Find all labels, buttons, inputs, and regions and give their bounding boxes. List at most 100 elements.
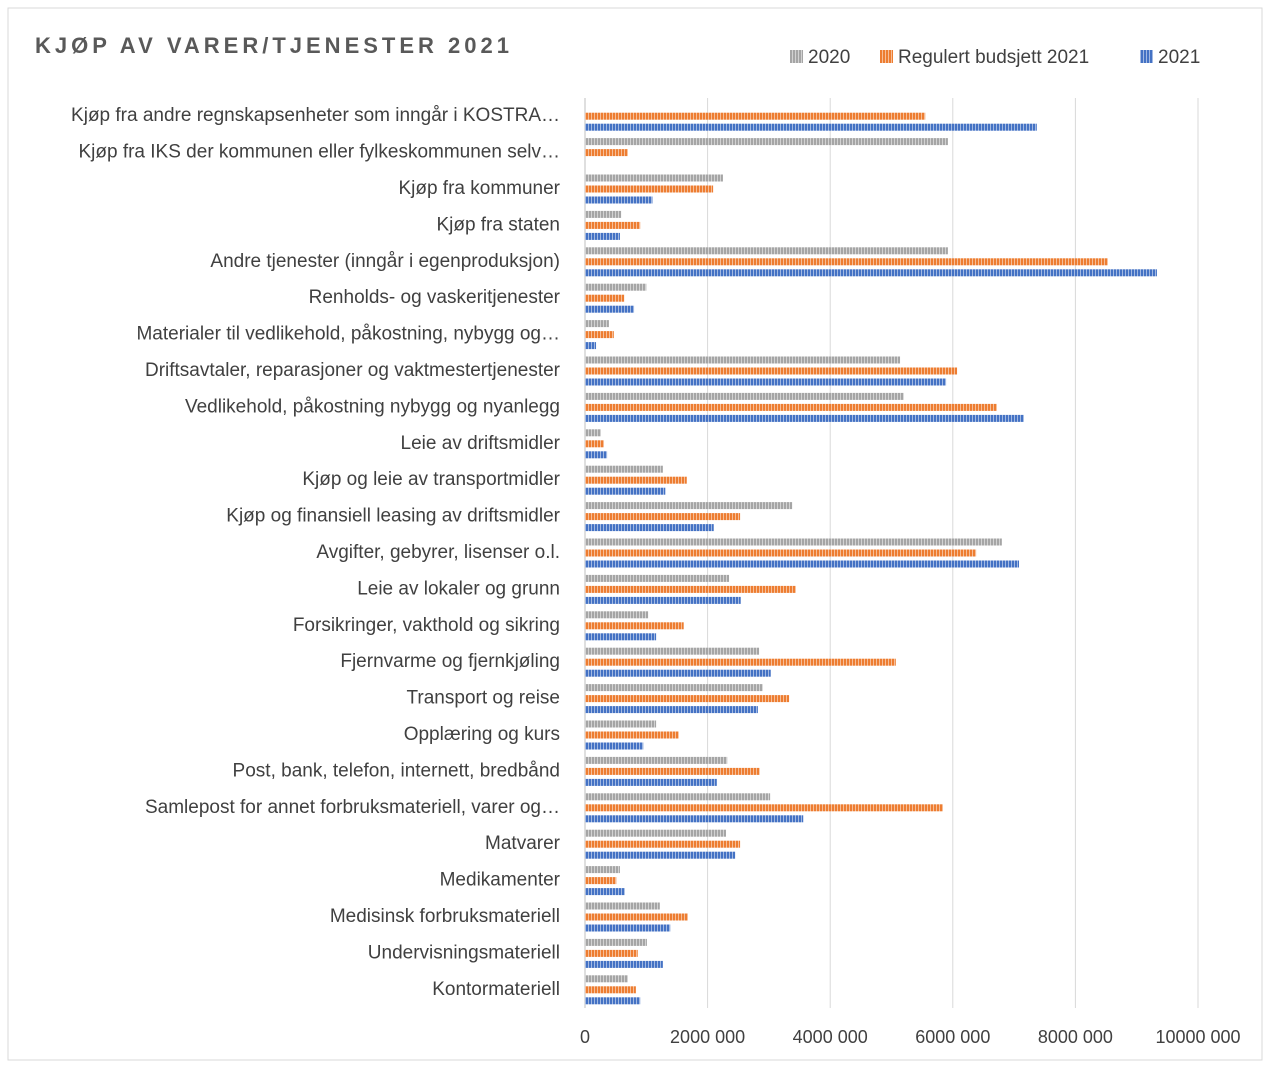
y-tick-label: Transport og reise: [407, 688, 560, 709]
x-tick-label: 4000 000: [793, 1027, 868, 1047]
legend-swatch: [1140, 50, 1153, 63]
bar: [585, 138, 948, 146]
y-tick-label: Medisinsk forbruksmateriell: [330, 906, 560, 927]
bar: [585, 112, 926, 120]
bar: [585, 294, 625, 302]
y-tick-label: Driftsavtaler, reparasjoner og vaktmeste…: [145, 360, 561, 381]
bar: [585, 451, 608, 459]
bar: [585, 949, 638, 957]
bar: [585, 829, 726, 837]
y-tick-label: Post, bank, telefon, internett, bredbånd: [233, 760, 560, 781]
bar: [585, 574, 730, 582]
bar: [585, 560, 1020, 568]
bar: [585, 877, 617, 885]
bar: [585, 986, 636, 994]
bar: [585, 367, 958, 375]
bar: [585, 804, 943, 812]
bar: [585, 633, 657, 641]
legend-swatch: [790, 50, 803, 63]
bar: [585, 647, 760, 655]
bar: [585, 414, 1024, 422]
bar: [585, 778, 717, 786]
bar: [585, 283, 647, 291]
y-tick-label: Avgifter, gebyrer, lisenser o.l.: [316, 542, 560, 563]
bar: [585, 669, 771, 677]
y-tick-label: Andre tjenester (inngår i egenproduksjon…: [210, 251, 560, 272]
x-tick-label: 0: [580, 1027, 590, 1047]
bar: [585, 476, 687, 484]
bar: [585, 706, 758, 714]
chart-frame: [7, 7, 1263, 1061]
y-tick-label: Vedlikehold, påkostning nybygg og nyanle…: [185, 396, 560, 417]
legend-swatch: [880, 50, 893, 63]
bar: [585, 487, 666, 495]
bar: [585, 356, 901, 364]
bar: [585, 538, 1002, 546]
legend-label: Regulert budsjett 2021: [898, 47, 1089, 68]
bar: [585, 742, 644, 750]
bar: [585, 429, 601, 437]
bar: [585, 756, 728, 764]
bar: [585, 866, 620, 874]
y-tick-label: Medikamenter: [440, 870, 561, 891]
bar: [585, 232, 620, 240]
bar: [585, 997, 641, 1005]
y-tick-label: Undervisningsmateriell: [368, 942, 560, 963]
bar: [585, 815, 804, 823]
y-tick-label: Forsikringer, vakthold og sikring: [293, 615, 560, 636]
chart-title: KJØP AV VARER/TJENESTER 2021: [35, 33, 513, 58]
y-tick-label: Leie av lokaler og grunn: [357, 578, 560, 599]
bar: [585, 513, 741, 521]
legend-label: 2020: [808, 47, 850, 68]
bar: [585, 888, 625, 896]
bar: [585, 549, 977, 557]
bar: [585, 210, 622, 218]
bar: [585, 403, 997, 411]
y-tick-label: Samlepost for annet forbruksmateriell, v…: [145, 797, 560, 818]
bar: [585, 149, 628, 157]
bar: [585, 596, 741, 604]
x-tick-label: 10000 000: [1155, 1027, 1240, 1047]
y-tick-label: Materialer til vedlikehold, påkostning, …: [136, 324, 560, 345]
bar: [585, 342, 597, 350]
bar: [585, 585, 796, 593]
bar: [585, 851, 736, 859]
bar: [585, 902, 660, 910]
y-tick-label: Opplæring og kurs: [404, 724, 560, 745]
y-tick-label: Kjøp og finansiell leasing av driftsmidl…: [226, 506, 560, 527]
bar: [585, 840, 741, 848]
bar: [585, 305, 635, 313]
y-tick-label: Kjøp og leie av transportmidler: [302, 469, 560, 490]
bar: [585, 123, 1037, 131]
bar: [585, 221, 641, 229]
y-tick-label: Matvarer: [485, 833, 561, 854]
bar: [585, 378, 947, 386]
x-tick-label: 6000 000: [915, 1027, 990, 1047]
y-tick-label: Renholds- og vaskeritjenester: [309, 287, 561, 308]
bar: [585, 502, 793, 510]
y-tick-label: Kjøp fra IKS der kommunen eller fylkesko…: [78, 142, 560, 163]
y-tick-label: Kjøp fra kommuner: [398, 178, 560, 199]
bar: [585, 793, 771, 801]
bar: [585, 731, 679, 739]
bar: [585, 174, 723, 182]
y-tick-label: Kjøp fra staten: [436, 214, 560, 235]
bar: [585, 185, 714, 193]
bar: [585, 465, 663, 473]
bar: [585, 247, 948, 255]
bar: [585, 611, 649, 619]
bar: [585, 960, 663, 968]
legend-label: 2021: [1158, 47, 1200, 68]
bar: [585, 767, 760, 775]
y-tick-label: Kontormateriell: [432, 979, 560, 1000]
bar: [585, 622, 684, 630]
bar: [585, 258, 1108, 266]
y-tick-label: Kjøp fra andre regnskapsenheter som inng…: [71, 105, 560, 126]
bar: [585, 658, 896, 666]
bar: [585, 320, 609, 328]
bar: [585, 720, 657, 728]
bar: [585, 196, 653, 204]
bar: [585, 269, 1157, 277]
bar: [585, 938, 647, 946]
